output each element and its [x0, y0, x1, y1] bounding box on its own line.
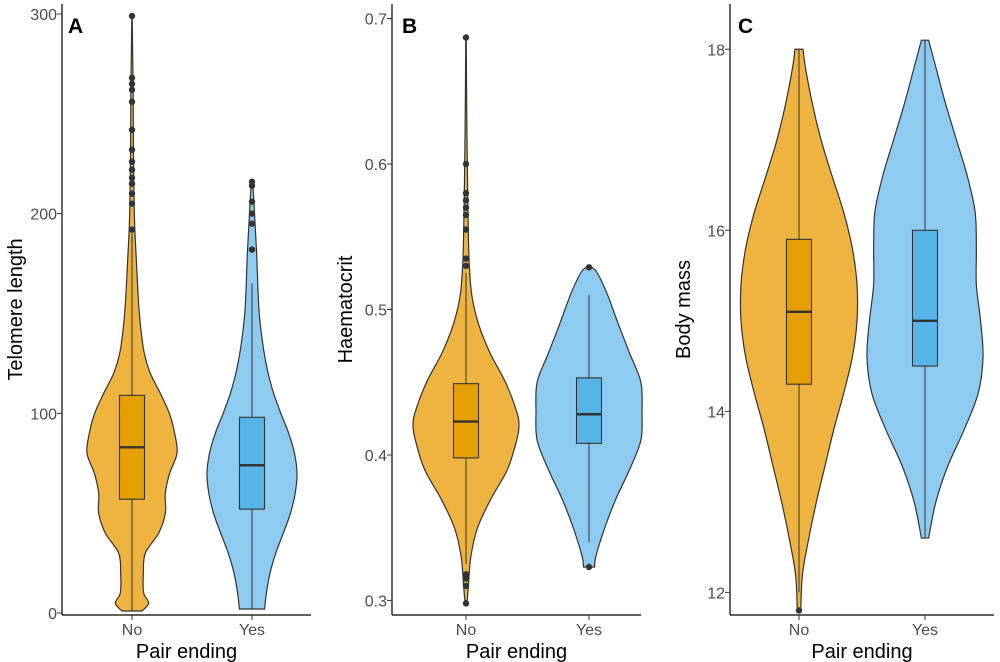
y-tick-label: 14 — [707, 404, 725, 421]
outlier-point — [462, 211, 470, 219]
outlier-point — [128, 190, 136, 197]
outlier-point — [462, 262, 470, 270]
outlier-point — [128, 74, 136, 82]
outlier-point — [248, 198, 256, 205]
y-tick-label: 0 — [48, 606, 57, 623]
outlier-point — [248, 246, 256, 253]
outlier-point — [462, 189, 470, 197]
box-yes — [911, 229, 939, 367]
outlier-point — [128, 146, 136, 153]
outlier-point — [462, 204, 470, 211]
outlier-point — [128, 158, 136, 165]
outlier-point — [462, 34, 470, 41]
outlier-point — [128, 98, 136, 106]
y-tick-label: 0.6 — [365, 157, 387, 174]
outlier-point — [795, 607, 803, 614]
outlier-point — [128, 80, 136, 88]
outlier-point — [128, 226, 136, 233]
x-tick-label: No — [789, 622, 810, 639]
outlier-point — [585, 264, 593, 271]
outlier-point — [462, 582, 470, 590]
panel-label: A — [68, 15, 83, 38]
y-axis-title: Haematocrit — [335, 255, 357, 363]
y-axis-title: Body mass — [673, 260, 695, 359]
y-tick-label: 16 — [707, 223, 725, 240]
x-tick-label: No — [122, 622, 143, 639]
x-tick-label: No — [456, 622, 477, 639]
x-axis-title: Pair ending — [136, 641, 237, 662]
outlier-point — [462, 197, 470, 204]
outlier-point — [128, 12, 136, 20]
panel-label: C — [738, 15, 753, 38]
panel-label: B — [402, 15, 417, 38]
y-tick-label: 100 — [30, 406, 57, 423]
y-tick-label: 0.7 — [365, 12, 387, 29]
y-tick-label: 0.4 — [365, 448, 387, 465]
y-tick-label: 200 — [30, 207, 57, 224]
x-tick-label: Yes — [239, 622, 265, 639]
outlier-point — [248, 220, 256, 227]
outlier-point — [462, 160, 470, 168]
outlier-point — [128, 126, 136, 133]
outlier-point — [248, 210, 256, 217]
y-tick-label: 0.3 — [365, 593, 387, 610]
x-tick-label: Yes — [912, 622, 938, 639]
outlier-point — [462, 600, 470, 607]
outlier-point — [128, 180, 136, 187]
outlier-point — [462, 255, 470, 262]
y-tick-label: 300 — [30, 7, 57, 24]
y-axis-title: Telomere length — [5, 238, 27, 380]
outlier-point — [128, 200, 136, 207]
outlier-point — [128, 174, 136, 181]
panel-b: 0.3 0.4 0.5 0.6 0.7 No Yes Pair ending Haematocr… — [335, 4, 643, 662]
x-axis-title: Pair ending — [466, 641, 567, 662]
x-tick-label: Yes — [576, 622, 602, 639]
box-yes — [238, 416, 266, 510]
outlier-point — [585, 563, 593, 571]
outlier-point — [462, 226, 470, 233]
y-tick-label: 0.5 — [365, 303, 387, 320]
outlier-point — [128, 166, 136, 173]
outlier-point — [248, 178, 256, 185]
outlier-point — [462, 571, 470, 578]
x-axis-title: Pair ending — [811, 641, 912, 662]
box-yes — [575, 377, 603, 444]
outlier-point — [128, 86, 136, 94]
y-tick-label: 18 — [707, 42, 725, 59]
y-tick-label: 12 — [707, 585, 725, 602]
